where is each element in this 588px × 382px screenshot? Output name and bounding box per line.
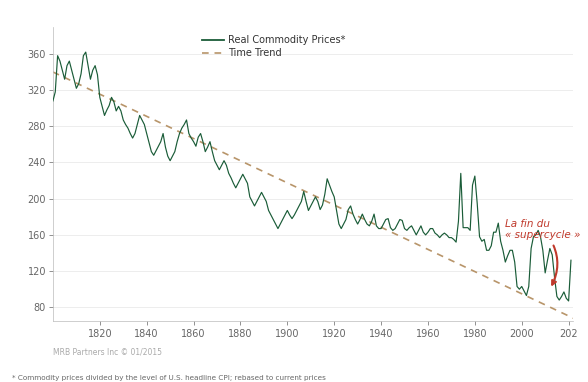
Text: La fin du
« supercycle »: La fin du « supercycle »: [505, 219, 581, 285]
Text: MRB Partners Inc © 01/2015: MRB Partners Inc © 01/2015: [53, 347, 162, 356]
Text: * Commodity prices divided by the level of U.S. headline CPI; rebased to current: * Commodity prices divided by the level …: [12, 375, 326, 381]
Legend: Real Commodity Prices*, Time Trend: Real Commodity Prices*, Time Trend: [198, 32, 350, 62]
